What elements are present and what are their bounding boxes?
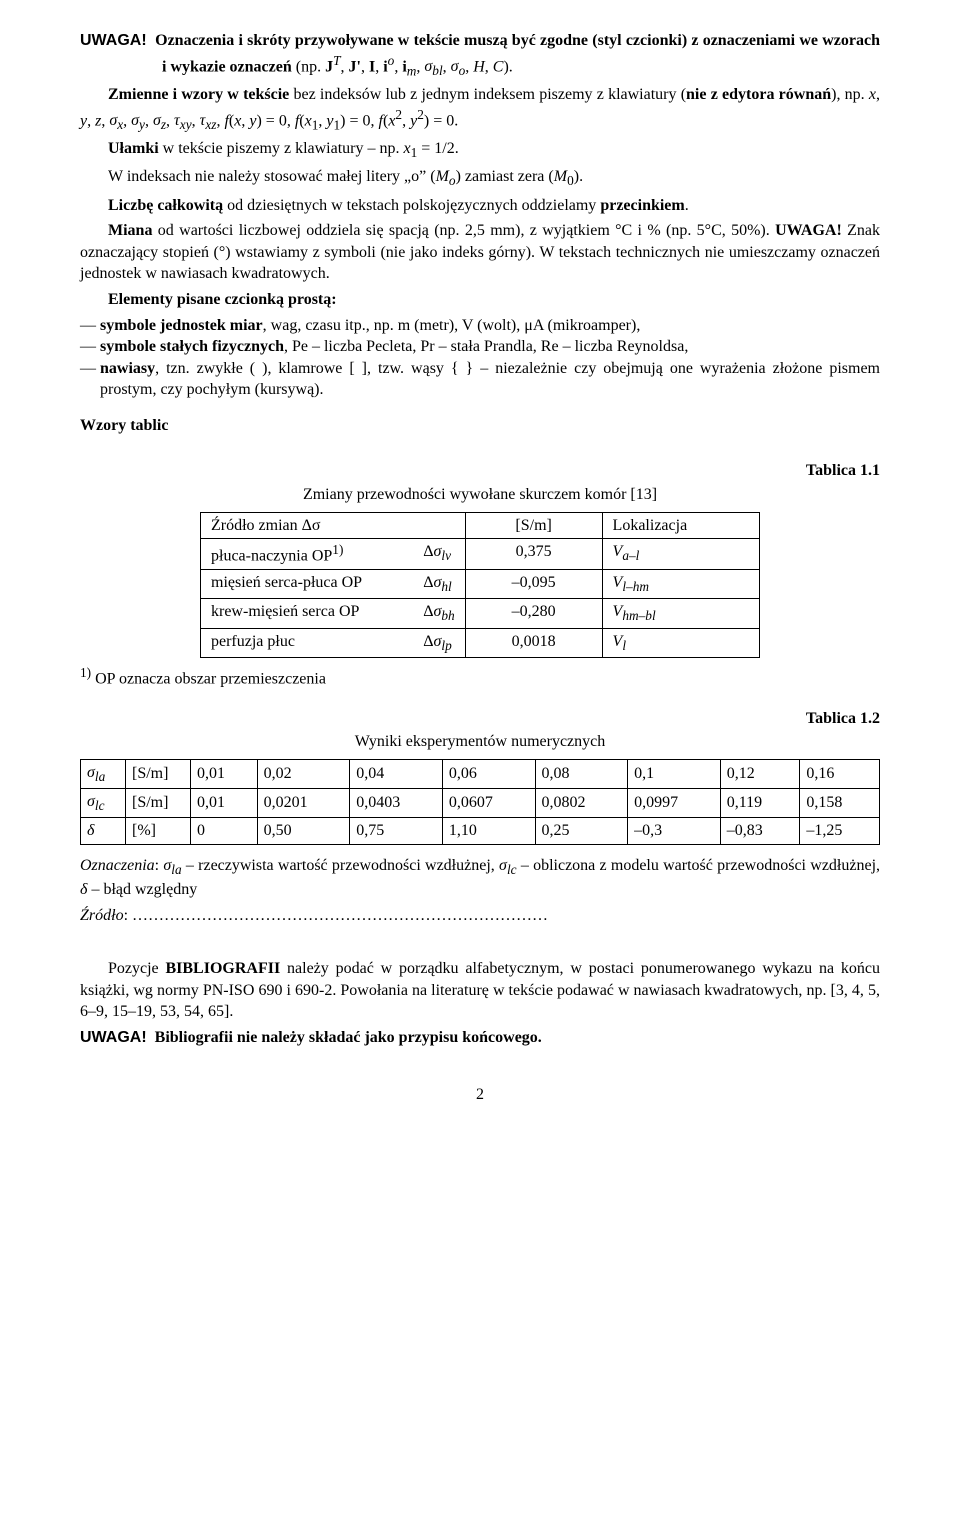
table-cell: Vl–hm xyxy=(602,570,759,599)
table-cell: 0,158 xyxy=(800,788,880,817)
table-row: σlc [S/m] 0,01 0,0201 0,0403 0,0607 0,08… xyxy=(81,788,880,817)
bullet-item: symbole stałych fizycznych, Pe – liczba … xyxy=(80,336,880,358)
para-liczba: Liczbę całkowitą od dziesiętnych w tekst… xyxy=(80,195,880,217)
table-cell: –1,25 xyxy=(800,818,880,845)
table-cell: 0,0018 xyxy=(465,628,602,657)
para-indeksy: W indeksach nie należy stosować małej li… xyxy=(80,166,880,190)
table-cell: 0,119 xyxy=(720,788,800,817)
table-cell: Vhm–bl xyxy=(602,599,759,628)
table-cell: 0,375 xyxy=(465,539,602,570)
table-cell: Δσlv xyxy=(413,539,465,570)
table-cell: Δσhl xyxy=(413,570,465,599)
table-cell: Δσlp xyxy=(413,628,465,657)
table-row: δ [%] 0 0,50 0,75 1,10 0,25 –0,3 –0,83 –… xyxy=(81,818,880,845)
tablica-1-2-label: Tablica 1.2 xyxy=(80,708,880,730)
tablica-1-1-caption: Zmiany przewodności wywołane skurczem ko… xyxy=(80,484,880,506)
bullet-list: symbole jednostek miar, wag, czasu itp.,… xyxy=(80,315,880,401)
para-zmienne: Zmienne i wzory w tekście bez indeksów l… xyxy=(80,84,880,134)
table-cell: –0,3 xyxy=(628,818,721,845)
table-row: płuca-naczynia OP1) Δσlv 0,375 Va–l xyxy=(201,539,760,570)
table-row: mięsień serca-płuca OP Δσhl –0,095 Vl–hm xyxy=(201,570,760,599)
para-uwaga-1: UWAGA! Oznaczenia i skróty przywoływane … xyxy=(80,30,880,80)
table-cell: 0,0607 xyxy=(442,788,535,817)
table-cell: –0,83 xyxy=(720,818,800,845)
table-cell: 0,08 xyxy=(535,759,628,788)
table-cell: –0,280 xyxy=(465,599,602,628)
para-miana: Miana od wartości liczbowej oddziela się… xyxy=(80,220,880,285)
table-cell: 0,25 xyxy=(535,818,628,845)
table-row: σla [S/m] 0,01 0,02 0,04 0,06 0,08 0,1 0… xyxy=(81,759,880,788)
table-cell: 0,0201 xyxy=(257,788,350,817)
table-1-1: Źródło zmian Δσ [S/m] Lokalizacja płuca-… xyxy=(200,512,760,658)
table-cell: 0,01 xyxy=(191,788,258,817)
para-ulamki: Ułamki w tekście piszemy z klawiatury – … xyxy=(80,138,880,162)
table-cell: 0 xyxy=(191,818,258,845)
zrodlo-para: Źródło: …………………………………………………………………… xyxy=(80,905,880,927)
bullet-item: nawiasy, tzn. zwykłe ( ), klamrowe [ ], … xyxy=(80,358,880,401)
table-cell: 0,01 xyxy=(191,759,258,788)
table-cell: Vl xyxy=(602,628,759,657)
table-cell: Δσbh xyxy=(413,599,465,628)
table-cell: 0,04 xyxy=(350,759,443,788)
table-cell: płuca-naczynia OP1) xyxy=(201,539,414,570)
table-row: perfuzja płuc Δσlp 0,0018 Vl xyxy=(201,628,760,657)
table-cell: δ xyxy=(81,818,126,845)
page-number: 2 xyxy=(80,1084,880,1106)
bibliografia-uwaga: UWAGA! Bibliografii nie należy składać j… xyxy=(80,1027,880,1049)
table-cell: 0,50 xyxy=(257,818,350,845)
table-cell: mięsień serca-płuca OP xyxy=(201,570,414,599)
table-row: Źródło zmian Δσ [S/m] Lokalizacja xyxy=(201,512,760,539)
table-header: Lokalizacja xyxy=(602,512,759,539)
table-cell: –0,095 xyxy=(465,570,602,599)
para-elementy: Elementy pisane czcionką prostą: xyxy=(80,289,880,311)
table-cell: 1,10 xyxy=(442,818,535,845)
bibliografia-para: Pozycje BIBLIOGRAFII należy podać w porz… xyxy=(80,958,880,1023)
table-cell: σlc xyxy=(81,788,126,817)
table-1-1-footnote: 1) OP oznacza obszar przemieszczenia xyxy=(80,664,880,690)
table-cell: [%] xyxy=(126,818,191,845)
table-cell: 0,0997 xyxy=(628,788,721,817)
table-cell: 0,0403 xyxy=(350,788,443,817)
tablica-1-1-label: Tablica 1.1 xyxy=(80,460,880,482)
table-cell: 0,12 xyxy=(720,759,800,788)
table-header: Źródło zmian Δσ xyxy=(201,512,466,539)
table-cell: 0,06 xyxy=(442,759,535,788)
table-cell: Va–l xyxy=(602,539,759,570)
table-cell: perfuzja płuc xyxy=(201,628,414,657)
table-cell: 0,1 xyxy=(628,759,721,788)
oznaczenia-para: Oznaczenia: σla – rzeczywista wartość pr… xyxy=(80,855,880,901)
table-1-2: σla [S/m] 0,01 0,02 0,04 0,06 0,08 0,1 0… xyxy=(80,759,880,845)
table-cell: [S/m] xyxy=(126,759,191,788)
table-cell: krew-mięsień serca OP xyxy=(201,599,414,628)
table-row: krew-mięsień serca OP Δσbh –0,280 Vhm–bl xyxy=(201,599,760,628)
bullet-item: symbole jednostek miar, wag, czasu itp.,… xyxy=(80,315,880,337)
tablica-1-2-caption: Wyniki eksperymentów numerycznych xyxy=(80,731,880,753)
table-cell: 0,0802 xyxy=(535,788,628,817)
wzory-tablic-heading: Wzory tablic xyxy=(80,415,880,437)
table-cell: 0,02 xyxy=(257,759,350,788)
table-cell: 0,16 xyxy=(800,759,880,788)
table-cell: 0,75 xyxy=(350,818,443,845)
page: UWAGA! Oznaczenia i skróty przywoływane … xyxy=(40,0,920,1146)
table-cell: [S/m] xyxy=(126,788,191,817)
table-header: [S/m] xyxy=(465,512,602,539)
table-cell: σla xyxy=(81,759,126,788)
